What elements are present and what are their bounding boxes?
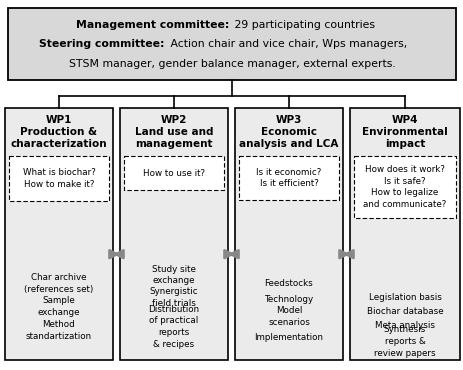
- Text: WP3: WP3: [275, 115, 301, 125]
- Text: Is it economic?
Is it efficient?: Is it economic? Is it efficient?: [256, 168, 321, 188]
- Text: Technology: Technology: [264, 295, 313, 304]
- Text: management: management: [135, 139, 213, 149]
- Text: What is biochar?
How to make it?: What is biochar? How to make it?: [23, 168, 95, 189]
- Bar: [9, 156, 109, 201]
- Text: characterization: characterization: [11, 139, 107, 149]
- Text: 29 participating countries: 29 participating countries: [231, 20, 374, 30]
- Text: How does it work?
Is it safe?
How to legalize
and communicate?: How does it work? Is it safe? How to leg…: [363, 165, 446, 209]
- Bar: [124, 156, 224, 190]
- Text: Land use and: Land use and: [134, 127, 213, 137]
- Text: Action chair and vice chair, Wps managers,: Action chair and vice chair, Wps manager…: [167, 39, 407, 49]
- Bar: [238, 156, 338, 200]
- Bar: [353, 156, 455, 218]
- Bar: [120, 108, 227, 360]
- Text: Steering committee:: Steering committee:: [39, 39, 165, 49]
- Text: Distribution
of practical
reports
& recipes: Distribution of practical reports & reci…: [148, 305, 199, 349]
- Text: Legislation basis: Legislation basis: [368, 293, 440, 302]
- Text: Economic: Economic: [260, 127, 316, 137]
- Text: analysis and LCA: analysis and LCA: [239, 139, 338, 149]
- Text: Production &: Production &: [20, 127, 97, 137]
- Text: Environmental: Environmental: [361, 127, 447, 137]
- Text: Study site
exchange: Study site exchange: [152, 265, 195, 285]
- Text: WP4: WP4: [391, 115, 417, 125]
- Bar: [234, 108, 342, 360]
- Text: Management committee:: Management committee:: [75, 20, 229, 30]
- Text: Method
standartization: Method standartization: [26, 320, 92, 341]
- Text: WP1: WP1: [46, 115, 72, 125]
- Text: Biochar database: Biochar database: [366, 307, 442, 316]
- Bar: [8, 8, 455, 80]
- Text: Synergistic
field trials: Synergistic field trials: [150, 287, 198, 308]
- Text: Char archive
(references set): Char archive (references set): [24, 273, 94, 294]
- Text: Implementation: Implementation: [254, 333, 323, 342]
- Text: How to use it?: How to use it?: [143, 168, 205, 178]
- Text: Synthesis
reports &
review papers: Synthesis reports & review papers: [373, 325, 435, 357]
- Text: Model
scenarios: Model scenarios: [268, 306, 309, 327]
- Text: Feedstocks: Feedstocks: [264, 279, 313, 287]
- Text: impact: impact: [384, 139, 424, 149]
- Bar: [5, 108, 113, 360]
- Text: Sample
exchange: Sample exchange: [38, 296, 80, 317]
- Text: Meta analysis: Meta analysis: [374, 321, 434, 330]
- Text: WP2: WP2: [161, 115, 187, 125]
- Bar: [349, 108, 459, 360]
- Text: STSM manager, gender balance manager, external experts.: STSM manager, gender balance manager, ex…: [69, 59, 394, 69]
